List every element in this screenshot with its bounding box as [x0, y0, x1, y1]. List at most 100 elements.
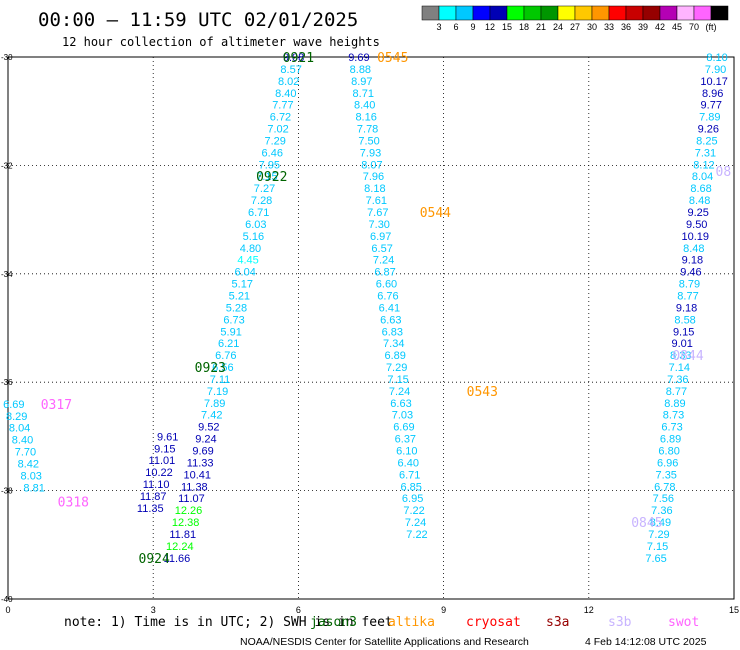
swh-value-label: 7.02 [267, 124, 288, 136]
swh-value-label: 9.50 [686, 219, 707, 231]
swh-value-label: 6.10 [396, 445, 417, 457]
swh-value-label: 9.15 [154, 443, 175, 455]
swh-value-label: 9.26 [698, 124, 719, 136]
y-tick-label: -30 [1, 53, 13, 62]
swh-value-label: 6.73 [661, 422, 682, 434]
grid-lines [8, 57, 734, 599]
swh-value-label: 7.29 [386, 362, 407, 374]
x-tick-label: 12 [584, 605, 594, 615]
swh-value-label: 7.36 [651, 505, 672, 517]
swh-value-label: 8.49 [650, 517, 671, 529]
swh-value-label: 6.87 [374, 267, 395, 279]
swh-value-label: 9.52 [198, 422, 219, 434]
color-swatch [608, 5, 627, 21]
x-tick-labels: 0 3 6 9 12 15 [5, 605, 739, 615]
swh-value-label: 7.15 [647, 541, 668, 553]
color-swatch [642, 5, 661, 21]
color-scale-label: 27 [570, 22, 580, 32]
swh-value-label: 9.15 [673, 326, 694, 338]
pass-time-label: 0845 [631, 516, 662, 531]
color-scale-label: 18 [519, 22, 529, 32]
satellite-legend: jason3 altika cryosat s3a s3b swot [310, 615, 699, 630]
legend-item: altika [388, 615, 435, 630]
footer-timestamp: 4 Feb 14:12:08 UTC 2025 [585, 636, 707, 648]
swh-value-label: 7.34 [383, 338, 404, 350]
swh-value-label: 6.60 [376, 279, 397, 291]
swh-value-label: 7.22 [406, 529, 427, 541]
swh-value-label: 7.24 [389, 386, 410, 398]
footer-note: note: 1) Time is in UTC; 2) SWH is in fe… [64, 615, 393, 630]
x-tick-label: 15 [729, 605, 739, 615]
swh-value-label: 6.71 [399, 469, 420, 481]
swh-value-label: 8.68 [690, 183, 711, 195]
swh-value-label: 8.77 [666, 386, 687, 398]
swh-value-label: 7.89 [204, 398, 225, 410]
y-tick-label: -40 [1, 595, 13, 604]
swh-value-label: 9.18 [676, 302, 697, 314]
swh-value-label: 7.11 [210, 374, 231, 386]
color-swatch [540, 5, 559, 21]
y-tick-labels: -30 -32 -34 -36 -38 -40 [1, 53, 13, 604]
legend-item: jason3 [310, 615, 357, 630]
swh-value-label: 8.12 [693, 159, 714, 171]
swh-value-label: 9.77 [701, 100, 722, 112]
swh-value-label: 11.87 [140, 491, 167, 503]
swh-value-label: 8.79 [679, 279, 700, 291]
plot-frame [7, 56, 735, 600]
swh-value-label: 7.03 [392, 410, 413, 422]
swh-value-label: 6.83 [382, 326, 403, 338]
color-swatch [693, 5, 712, 21]
swh-value-label: 5.91 [220, 326, 241, 338]
color-swatch [591, 5, 610, 21]
y-tick-label: -36 [1, 378, 13, 387]
swh-value-label: 6.89 [660, 434, 681, 446]
color-swatch [472, 5, 491, 21]
swh-value-label: 8.02 [278, 76, 299, 88]
pass-time-label: 08 [716, 165, 732, 180]
swh-value-label: 11.10 [143, 479, 170, 491]
color-scale-label: 9 [470, 22, 475, 32]
color-scale-label: 70 [689, 22, 699, 32]
color-swatch [506, 5, 525, 21]
swh-value-label: 7.15 [387, 374, 408, 386]
swh-value-label: 6.69 [393, 422, 414, 434]
swh-value-label: 6.69 [3, 399, 24, 411]
swh-value-label: 6.46 [262, 147, 283, 159]
swh-value-label: 8.71 [353, 88, 374, 100]
swh-value-label: 6.04 [234, 267, 255, 279]
y-tick-label: -32 [1, 161, 13, 170]
color-scale-label: 24 [553, 22, 563, 32]
swh-value-label: 7.50 [358, 135, 379, 147]
x-tick-label: 9 [441, 605, 446, 615]
color-scale-label: 15 [502, 22, 512, 32]
swh-value-label: 8.42 [18, 459, 39, 471]
color-swatch [438, 5, 457, 21]
swh-value-label: 7.36 [667, 374, 688, 386]
swh-value-label: 7.24 [373, 255, 394, 267]
swh-value-label: 8.40 [275, 88, 296, 100]
chart-title: 00:00 – 11:59 UTC 02/01/2025 [38, 9, 358, 31]
color-scale-label: 42 [655, 22, 665, 32]
legend-item: s3b [608, 615, 632, 630]
color-swatch [489, 5, 508, 21]
swh-value-label: 12.38 [172, 517, 200, 529]
chart-subtitle: 12 hour collection of altimeter wave hei… [62, 35, 380, 49]
color-swatch [557, 5, 576, 21]
pass-time-label: 0544 [420, 206, 451, 221]
swh-value-label: 7.77 [272, 100, 293, 112]
swh-value-label: 5.17 [232, 279, 253, 291]
swh-value-label: 7.78 [357, 124, 378, 136]
swh-value-label: 7.19 [207, 386, 228, 398]
swh-value-label: 8.97 [351, 76, 372, 88]
swh-value-label: 6.85 [400, 481, 421, 493]
swh-value-label: 9.69 [192, 445, 213, 457]
swh-value-label: 8.96 [702, 88, 723, 100]
swh-value-label: 6.72 [270, 112, 291, 124]
color-swatch [625, 5, 644, 21]
swh-value-label: 8.04 [692, 171, 713, 183]
swh-value-label: 6.95 [402, 493, 423, 505]
swh-value-label: 7.89 [699, 112, 720, 124]
swh-value-label: 5.16 [243, 231, 264, 243]
swh-value-label: 7.28 [251, 195, 272, 207]
swh-value-label: 7.22 [403, 505, 424, 517]
